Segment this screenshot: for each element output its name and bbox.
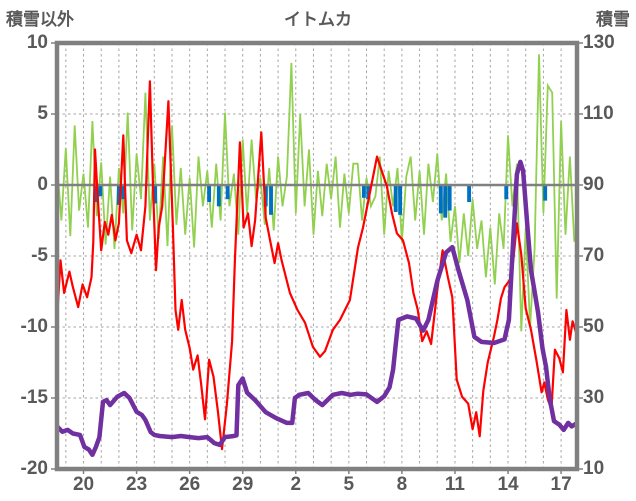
blue-series-bar	[153, 185, 158, 204]
y-left-tick-label: -10	[20, 316, 48, 337]
blue-series-bar	[443, 185, 448, 218]
x-tick-label: 29	[232, 474, 254, 495]
blue-series-bar	[116, 185, 121, 205]
x-tick-label: 17	[550, 474, 572, 495]
blue-series-bar	[216, 185, 221, 207]
y-left-tick-label: -20	[20, 458, 48, 479]
y-right-tick-label: 50	[583, 316, 605, 337]
blue-series-bar	[467, 185, 472, 203]
blue-series-bar	[225, 185, 230, 200]
blue-series-bar	[543, 185, 548, 201]
blue-series-bar	[366, 185, 371, 200]
blue-series-bar	[447, 185, 452, 211]
x-tick-label: 11	[444, 474, 465, 495]
y-right-tick-label: 30	[583, 387, 605, 408]
y-right-tick-label: 70	[583, 245, 605, 266]
y-right-tick-label: 110	[583, 103, 614, 124]
blue-series-bar	[263, 185, 268, 207]
blue-series-bar	[361, 185, 366, 198]
y-left-tick-label: -15	[20, 387, 48, 408]
right-axis-title: 積雪	[596, 10, 630, 29]
blue-series-bar	[393, 185, 398, 212]
y-right-tick-label: 130	[583, 32, 615, 53]
green-series-line	[57, 54, 576, 332]
y-left-tick-label: -5	[31, 245, 48, 266]
y-right-tick-label: 10	[583, 458, 605, 479]
red-series-line	[57, 80, 577, 451]
blue-series-bar	[207, 185, 212, 203]
x-tick-label: 26	[179, 474, 201, 495]
y-left-tick-label: 10	[26, 32, 48, 53]
blue-series-bar	[121, 185, 126, 200]
blue-series-bar	[93, 185, 98, 203]
left-axis-title: 積雪以外	[6, 10, 74, 29]
x-tick-label: 20	[72, 474, 95, 495]
x-tick-label: 2	[290, 474, 302, 495]
x-tick-label: 14	[497, 474, 519, 495]
blue-series-bar	[398, 185, 403, 215]
y-right-tick-label: 90	[583, 174, 605, 195]
blue-series-bar	[98, 185, 103, 197]
blue-series-bar	[438, 185, 443, 214]
x-tick-label: 23	[126, 474, 148, 495]
blue-series-bar	[269, 185, 273, 215]
x-tick-label: 5	[343, 474, 355, 495]
blue-series-bar	[504, 185, 509, 200]
purple-series-line	[57, 159, 577, 458]
y-left-tick-label: 0	[37, 174, 48, 195]
chart-title: イトムカ	[284, 10, 352, 29]
y-left-tick-label: 5	[37, 103, 48, 124]
plot-border	[54, 40, 580, 472]
x-tick-label: 8	[396, 474, 408, 495]
